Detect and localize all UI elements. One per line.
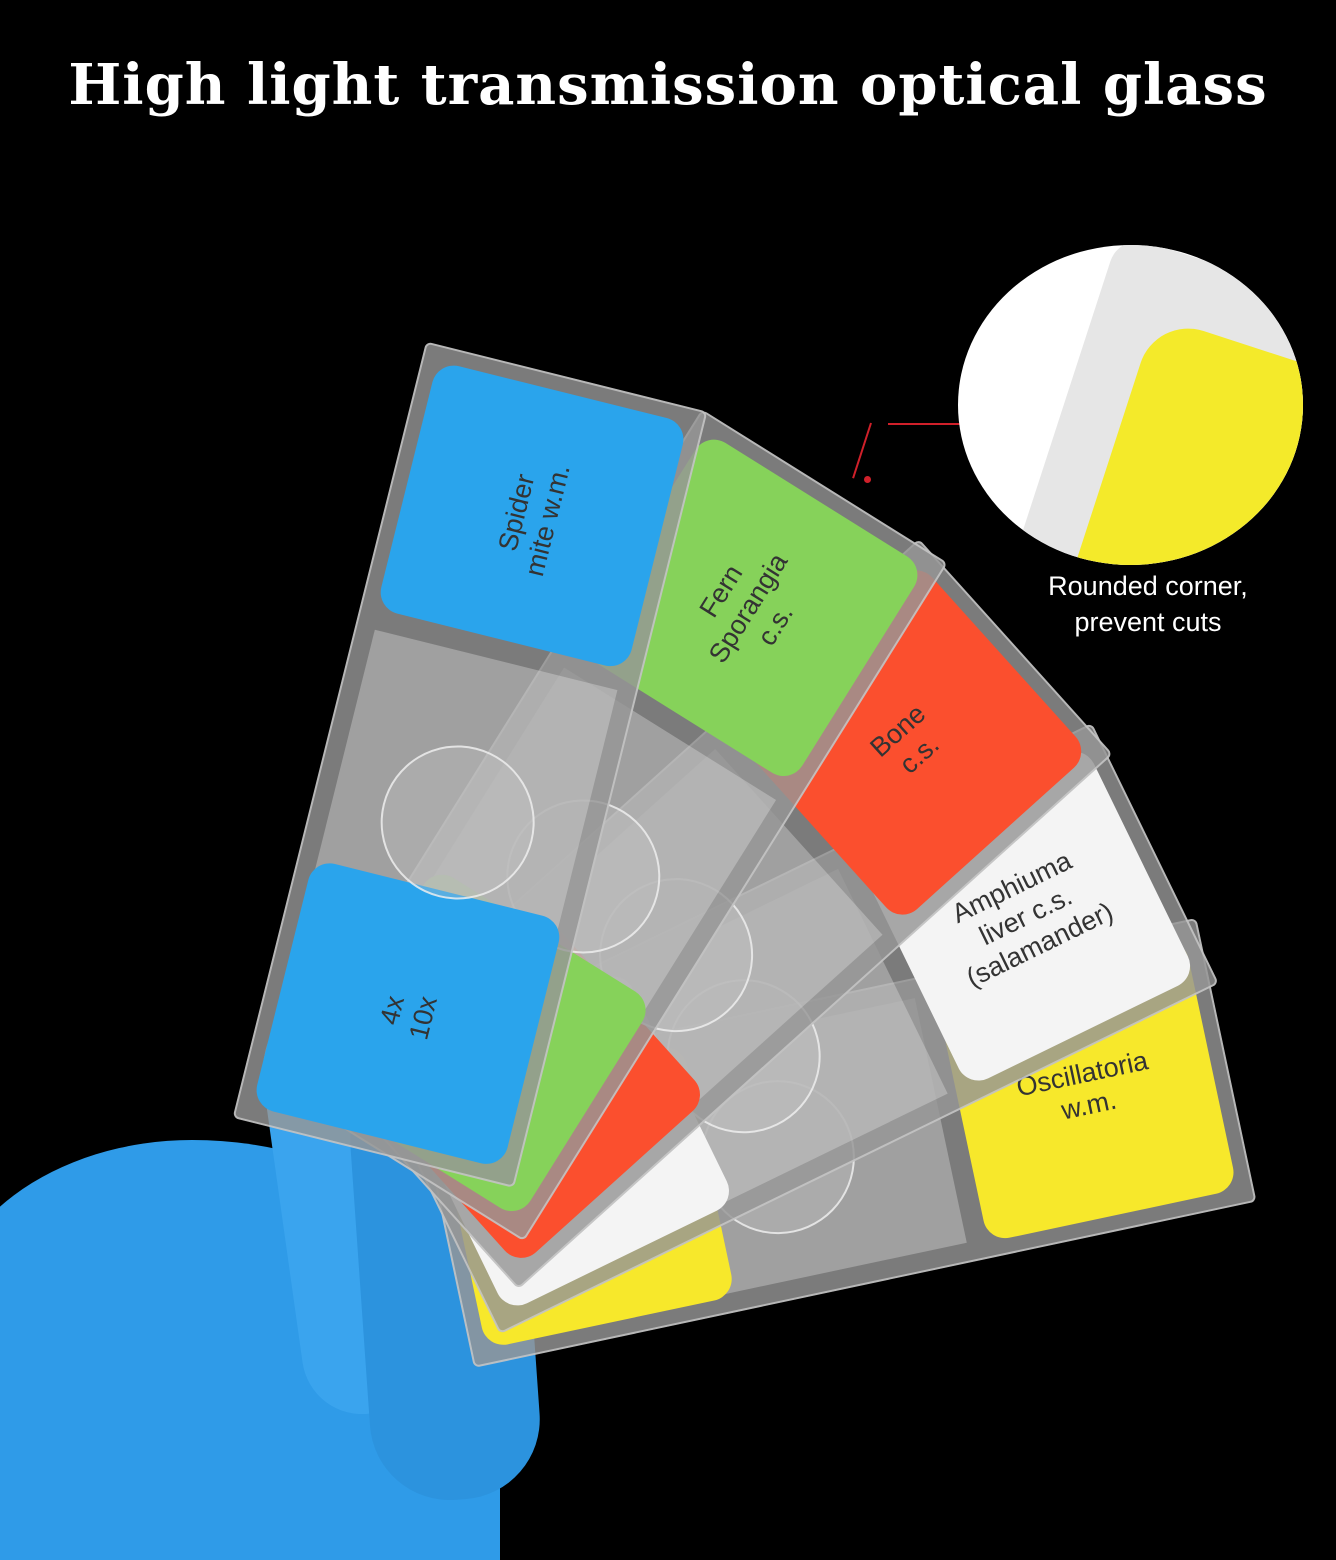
callout-line-diagonal bbox=[852, 422, 872, 479]
slide-label-text: Fern Sporangia c.s. bbox=[694, 547, 800, 668]
callout-dot bbox=[864, 476, 871, 483]
slide-label-top: Spider mite w.m. bbox=[376, 360, 689, 671]
callout-text: Rounded corner, prevent cuts bbox=[1008, 568, 1288, 640]
callout-line-horizontal bbox=[888, 423, 978, 425]
slide-label-text: Spider mite w.m. bbox=[492, 460, 576, 579]
headline: High light transmission optical glass bbox=[68, 52, 1268, 118]
slide-label-text: Bone c.s. bbox=[865, 698, 946, 780]
slide-label-bottom: 4x 10x bbox=[251, 858, 564, 1169]
slide-label-text: 4x 10x bbox=[374, 992, 444, 1043]
callout-line2: prevent cuts bbox=[1074, 607, 1222, 637]
corner-detail-inset bbox=[958, 245, 1303, 565]
callout-line1: Rounded corner, bbox=[1048, 571, 1248, 601]
